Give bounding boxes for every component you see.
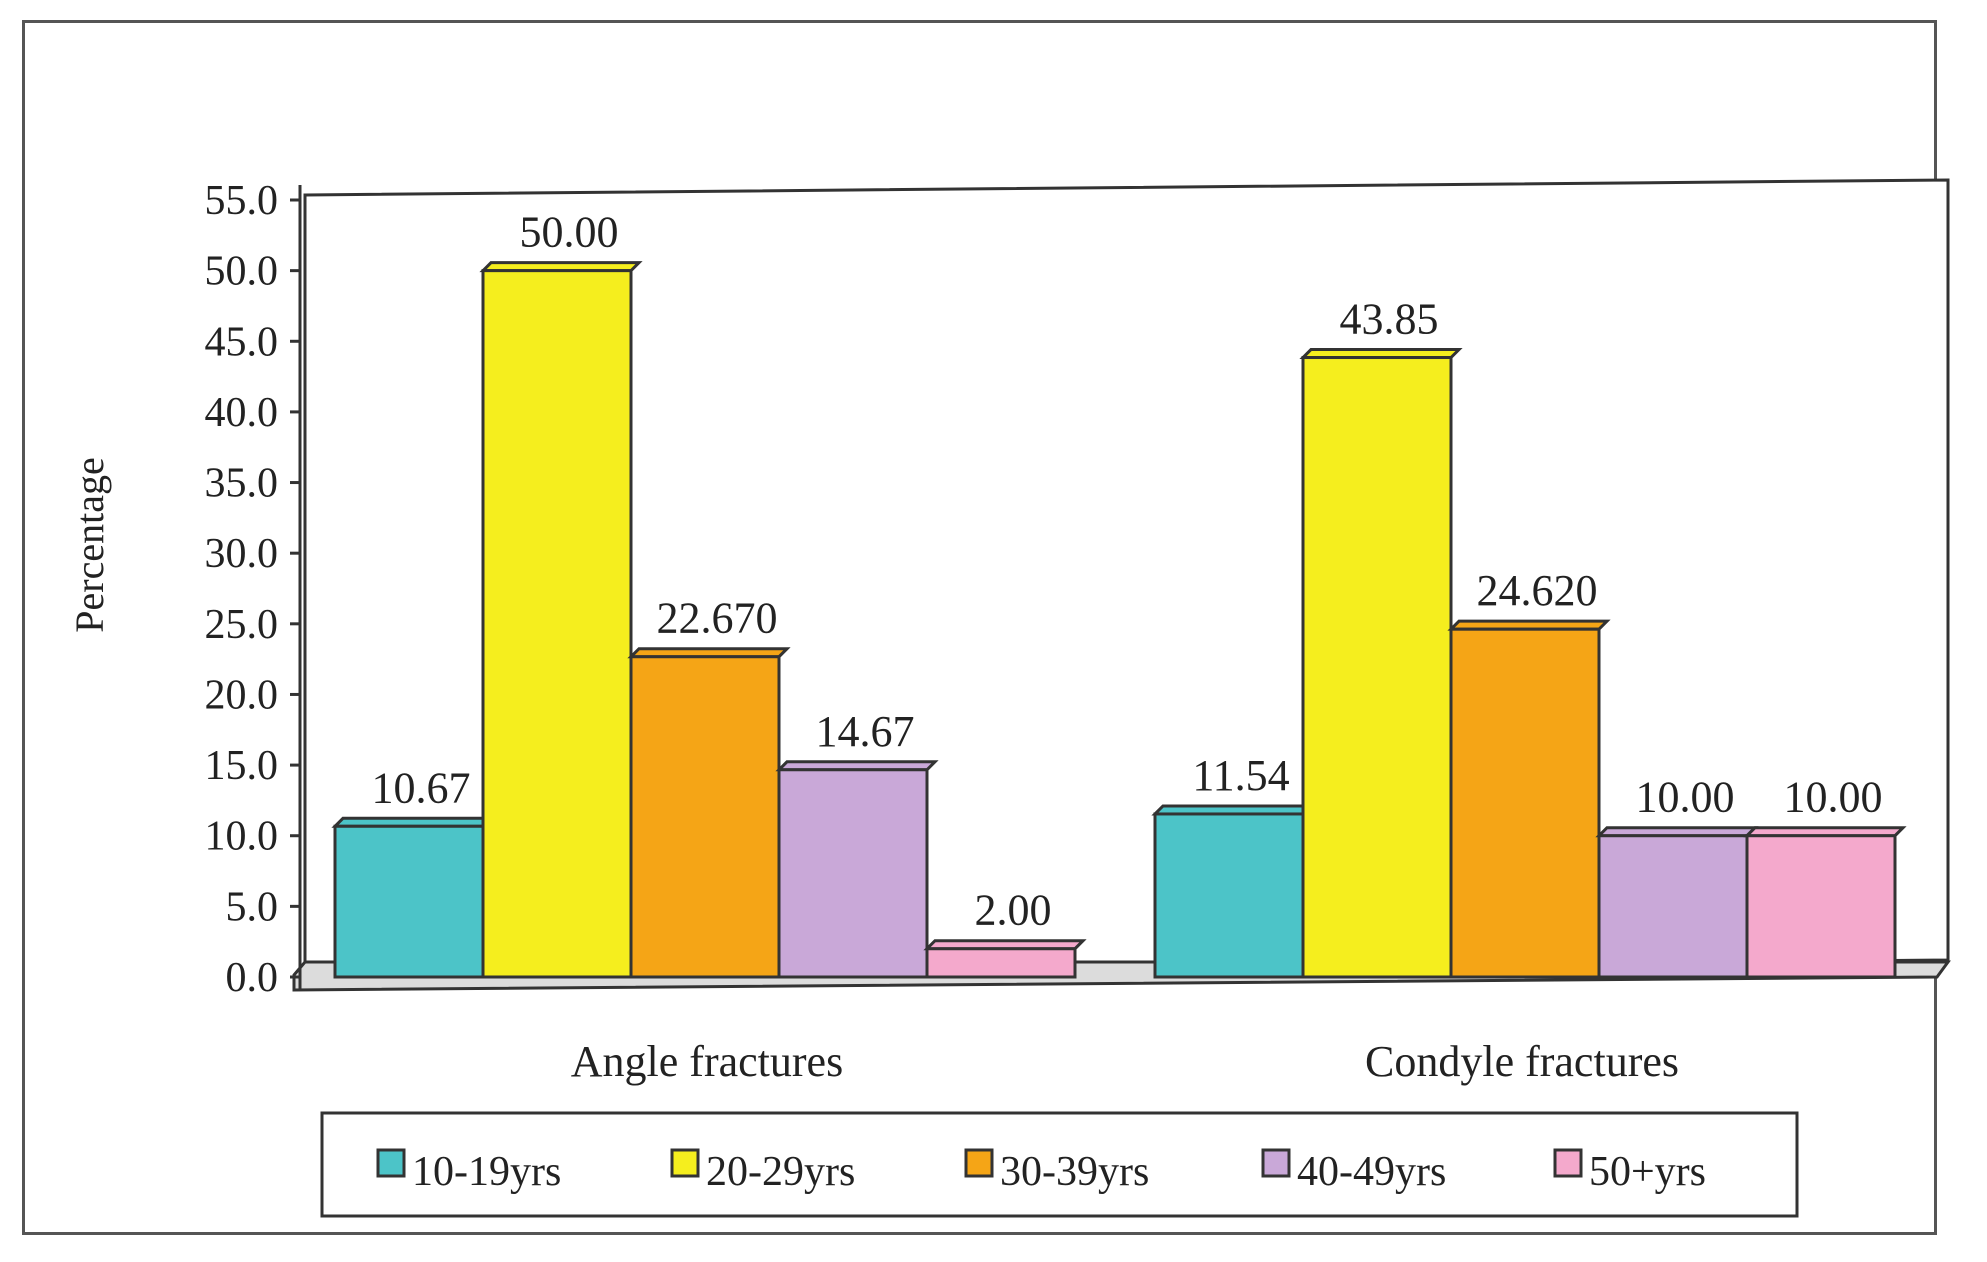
legend-label: 50+yrs [1589, 1149, 1706, 1195]
bar [925, 947, 1077, 979]
category-label-condyle-fractures: Condyle fractures [1365, 1037, 1679, 1086]
bar-value-label: 10.67 [372, 763, 471, 812]
y-tick-label: 20.0 [205, 672, 279, 718]
legend-swatch [1261, 1148, 1291, 1178]
y-tick-label: 25.0 [205, 602, 279, 648]
legend-label: 30-39yrs [1000, 1149, 1149, 1195]
bar-value-label: 14.67 [816, 707, 915, 756]
bar-labels-group: 10.67 11.54 50.00 43.85 22.670 24.620 14.67 10.… [372, 208, 1883, 935]
y-tick-label: 0.0 [226, 955, 279, 1001]
bar [629, 655, 781, 979]
legend-swatch [1553, 1148, 1583, 1178]
y-tick-label: 5.0 [226, 884, 279, 930]
bar-value-label: 22.670 [657, 594, 778, 643]
category-label-angle-fractures: Angle fractures [571, 1037, 843, 1086]
bar-value-label: 2.00 [975, 886, 1052, 935]
y-tick-label: 50.0 [205, 249, 279, 295]
legend-label: 10-19yrs [412, 1149, 561, 1195]
legend-label: 40-49yrs [1297, 1149, 1446, 1195]
y-tick-label: 30.0 [205, 531, 279, 577]
legend-box [320, 1111, 1799, 1218]
bar [333, 824, 485, 979]
bar [1449, 627, 1601, 979]
y-tick-label: 15.0 [205, 743, 279, 789]
bar-value-label: 10.00 [1784, 773, 1883, 822]
bar [1745, 834, 1897, 979]
bar-value-label: 43.85 [1340, 295, 1439, 344]
y-axis-title: Percentage [67, 457, 112, 632]
bar-value-label: 10.00 [1636, 773, 1735, 822]
y-tick-label: 40.0 [205, 390, 279, 436]
bar-value-label: 11.54 [1192, 751, 1289, 800]
legend-swatch [964, 1148, 994, 1178]
bar [1153, 812, 1305, 979]
y-tick-label: 55.0 [205, 178, 279, 224]
legend-label: 20-29yrs [706, 1149, 855, 1195]
bars-group [331, 261, 1907, 979]
legend-swatch [376, 1148, 406, 1178]
legend-swatch [670, 1148, 700, 1178]
bar [1301, 356, 1453, 979]
legend: 10-19yrs 20-29yrs 30-39yrs 40-49yrs 50+yrs [376, 1148, 1706, 1195]
bar [777, 768, 929, 979]
bar [1597, 834, 1749, 979]
bar [481, 269, 633, 979]
bar-value-label: 24.620 [1477, 566, 1598, 615]
y-tick-label: 45.0 [205, 319, 279, 365]
y-tick-label: 10.0 [205, 814, 279, 860]
bar-value-label: 50.00 [520, 208, 619, 257]
y-tick-label: 35.0 [205, 461, 279, 507]
y-axis-ticks: 0.0 5.0 10.0 15.0 20.0 25.0 30.0 35.0 40.0 45.0 50… [205, 178, 300, 1001]
